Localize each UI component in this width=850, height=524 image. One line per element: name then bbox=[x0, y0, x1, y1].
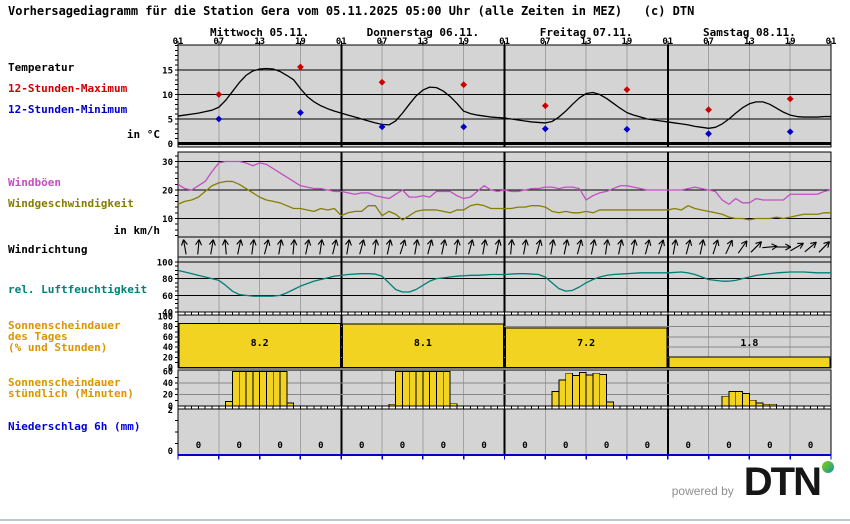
svg-text:0: 0 bbox=[441, 441, 446, 451]
svg-text:100: 100 bbox=[158, 313, 173, 323]
footer: powered by DTN bbox=[671, 460, 834, 504]
svg-text:0: 0 bbox=[522, 441, 527, 451]
svg-text:10: 10 bbox=[162, 215, 173, 225]
svg-text:60: 60 bbox=[163, 368, 173, 378]
svg-text:0: 0 bbox=[604, 441, 609, 451]
svg-text:8.1: 8.1 bbox=[414, 338, 432, 349]
svg-text:0: 0 bbox=[168, 447, 173, 457]
svg-text:40: 40 bbox=[162, 309, 173, 319]
svg-text:30: 30 bbox=[162, 158, 173, 168]
precipitation-panel: 2 0 0 0 0 0 0 0 0 0 0 0 0 0 0 0 0 0 bbox=[168, 406, 832, 460]
svg-text:5: 5 bbox=[168, 116, 173, 126]
svg-text:0: 0 bbox=[168, 140, 173, 150]
humidity-curve bbox=[177, 269, 831, 297]
svg-text:0: 0 bbox=[808, 441, 813, 451]
svg-text:0: 0 bbox=[645, 441, 650, 451]
forecast-chart: Mittwoch 05.11. Donnerstag 06.11. Freitag … bbox=[157, 26, 837, 460]
svg-text:40: 40 bbox=[163, 343, 173, 353]
bottom-divider bbox=[0, 519, 850, 521]
powered-by-text: powered by bbox=[671, 484, 734, 498]
svg-text:Freitag 07.11.: Freitag 07.11. bbox=[540, 26, 633, 39]
svg-text:Samstag 08.11.: Samstag 08.11. bbox=[703, 26, 796, 39]
svg-text:60: 60 bbox=[163, 333, 173, 343]
svg-text:15: 15 bbox=[162, 67, 173, 77]
svg-text:0: 0 bbox=[168, 364, 173, 374]
label-12h-maximum: 12-Stunden-Maximum bbox=[8, 82, 128, 95]
svg-text:2: 2 bbox=[168, 406, 173, 416]
svg-text:60: 60 bbox=[162, 292, 173, 302]
svg-text:80: 80 bbox=[162, 275, 173, 285]
svg-text:0: 0 bbox=[767, 441, 772, 451]
svg-text:100: 100 bbox=[157, 259, 173, 269]
svg-text:Mittwoch 05.11.: Mittwoch 05.11. bbox=[210, 26, 309, 39]
temperature-panel: 15 10 5 0 bbox=[162, 44, 832, 150]
svg-text:0: 0 bbox=[481, 441, 486, 451]
label-wind-unit: in km/h bbox=[113, 224, 160, 237]
svg-text:0: 0 bbox=[237, 441, 242, 451]
temperature-extremes bbox=[215, 63, 794, 138]
svg-text:10: 10 bbox=[162, 91, 173, 101]
svg-text:80: 80 bbox=[163, 323, 173, 333]
svg-text:20: 20 bbox=[163, 353, 173, 363]
wind-gusts-curve bbox=[177, 160, 832, 205]
wind-panel: 30 20 10 bbox=[162, 151, 832, 238]
label-wind-gusts: Windböen bbox=[8, 176, 61, 189]
label-wind-direction: Windrichtung bbox=[8, 243, 88, 256]
wind-direction-row bbox=[177, 236, 832, 258]
svg-text:20: 20 bbox=[163, 391, 173, 401]
label-precipitation: Niederschlag 6h (mm) bbox=[8, 420, 141, 433]
humidity-panel: 100 80 60 40 bbox=[157, 256, 832, 319]
svg-text:7.2: 7.2 bbox=[577, 338, 595, 349]
svg-text:0: 0 bbox=[563, 441, 568, 451]
label-sunshine-day-2: des Tages bbox=[8, 330, 68, 343]
svg-text:0: 0 bbox=[196, 441, 201, 451]
svg-text:0: 0 bbox=[359, 441, 364, 451]
label-12h-minimum: 12-Stunden-Minimum bbox=[8, 103, 128, 116]
svg-text:0: 0 bbox=[685, 441, 690, 451]
label-sunshine-hourly-1: Sonnenscheindauer bbox=[8, 376, 121, 389]
label-sunshine-day-3: (% und Stunden) bbox=[8, 341, 108, 354]
svg-text:20: 20 bbox=[162, 187, 173, 197]
label-humidity: rel. Luftfeuchtigkeit bbox=[8, 283, 148, 296]
dtn-logo-dot bbox=[822, 461, 834, 473]
svg-text:8.2: 8.2 bbox=[251, 338, 269, 349]
svg-text:0: 0 bbox=[277, 441, 282, 451]
svg-text:Donnerstag 06.11.: Donnerstag 06.11. bbox=[367, 26, 480, 39]
svg-text:1.8: 1.8 bbox=[740, 338, 758, 349]
page-title: Vorhersagediagramm für die Station Gera … bbox=[8, 4, 695, 18]
time-axis: Mittwoch 05.11. Donnerstag 06.11. Freitag … bbox=[173, 26, 837, 47]
wind-speed-curve bbox=[177, 180, 831, 221]
label-temp-unit: in °C bbox=[126, 128, 160, 141]
svg-text:0: 0 bbox=[318, 441, 323, 451]
dtn-logo: DTN bbox=[743, 460, 822, 504]
label-sunshine-hourly-2: stündlich (Minuten) bbox=[8, 387, 134, 400]
svg-text:0: 0 bbox=[168, 402, 173, 412]
svg-text:0: 0 bbox=[726, 441, 731, 451]
svg-text:40: 40 bbox=[163, 379, 173, 389]
svg-text:0: 0 bbox=[400, 441, 405, 451]
temperature-curve bbox=[177, 67, 831, 129]
label-sunshine-day-1: Sonnenscheindauer bbox=[8, 319, 121, 332]
label-temperature: Temperatur bbox=[8, 61, 75, 74]
label-wind-speed: Windgeschwindigkeit bbox=[8, 197, 134, 210]
